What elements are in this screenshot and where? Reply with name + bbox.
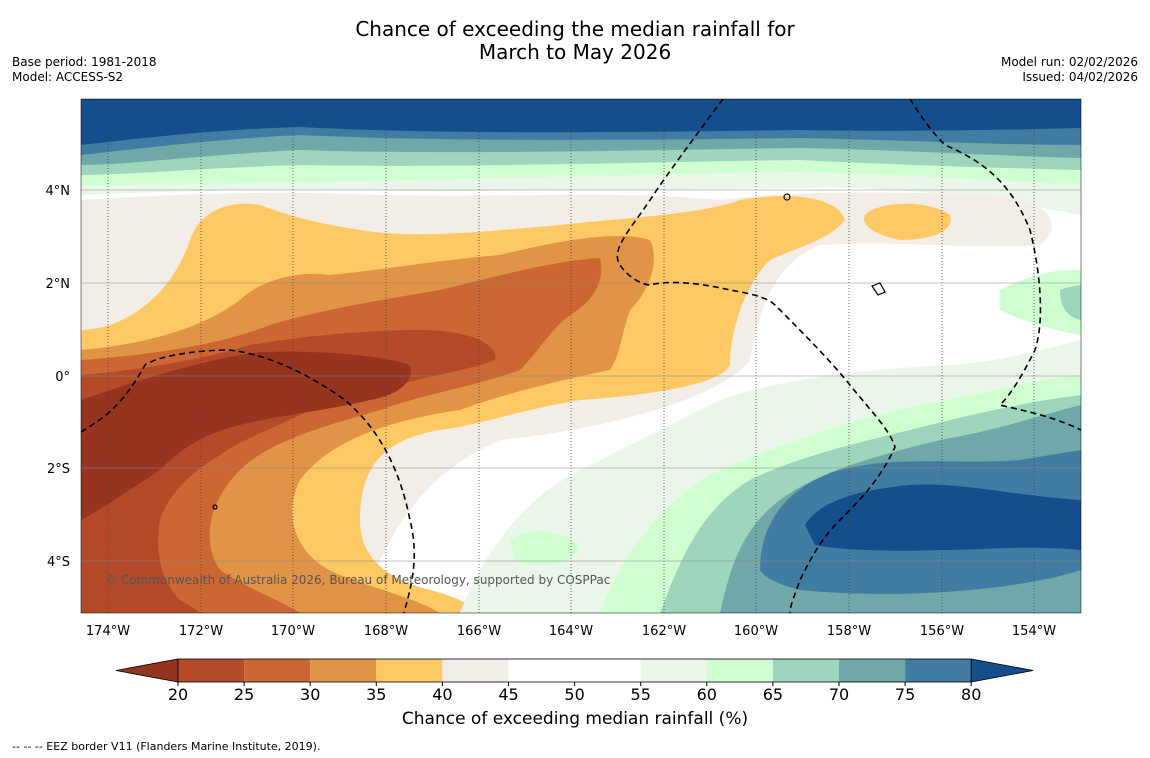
title-line-2: March to May 2026 (478, 40, 672, 64)
zone-east-65 (1060, 285, 1081, 320)
colorbar-swatch (442, 659, 509, 682)
colorbar-tick-label: 50 (564, 685, 584, 700)
colorbar-tick-label: 60 (697, 685, 717, 700)
lon-label: 158°W (827, 624, 871, 639)
lon-label: 166°W (457, 624, 501, 639)
islands (212, 193, 886, 510)
lon-label: 164°W (549, 624, 593, 639)
eez-border-east (909, 99, 1081, 431)
colorbar-label: Chance of exceeding median rainfall (%) (401, 709, 749, 729)
chart-title: Chance of exceeding the median rainfall … (0, 18, 1150, 64)
lat-labels: 4°N 2°N 0° 2°S 4°S (46, 184, 71, 570)
colorbar-tick-label: 40 (432, 685, 452, 700)
colorbar-swatch (905, 659, 972, 682)
model-text: Model: ACCESS-S2 (12, 70, 124, 84)
colorbar-extend-low (115, 658, 179, 683)
colorbar-swatch (574, 659, 641, 682)
colorbar-swatch (772, 659, 839, 682)
colorbar-tick-label: 80 (961, 685, 981, 700)
lon-label: 160°W (734, 624, 778, 639)
colorbar-tick-label: 65 (763, 685, 783, 700)
colorbar-swatch (310, 659, 377, 682)
zone-south-80 (805, 484, 1081, 551)
eez-border-north (616, 99, 896, 613)
lon-label: 154°W (1012, 624, 1056, 639)
lon-label: 162°W (642, 624, 686, 639)
colorbar: 20 25 30 35 40 45 50 55 60 65 70 75 80 (115, 658, 1034, 700)
colorbar-tick-label: 35 (366, 685, 386, 700)
lon-label: 156°W (920, 624, 964, 639)
lon-label: 168°W (364, 624, 408, 639)
colorbar-tick-label: 20 (168, 685, 188, 700)
base-period-text: Base period: 1981-2018 (12, 55, 157, 69)
meta-right: Model run: 02/02/2026 Issued: 04/02/2026 (1001, 55, 1138, 85)
colorbar-swatch (706, 659, 773, 682)
title-line-1: Chance of exceeding the median rainfall … (355, 17, 795, 41)
eez-border-west (81, 349, 416, 613)
copyright-text: © Commonwealth of Australia 2026, Bureau… (105, 573, 610, 587)
issued-text: Issued: 04/02/2026 (1022, 70, 1138, 84)
colorbar-swatch (376, 659, 443, 682)
eez-borders (81, 99, 1081, 613)
map-field (81, 99, 1081, 613)
island-3 (212, 504, 218, 510)
eez-footnote: -- -- -- EEZ border V11 (Flanders Marine… (12, 740, 321, 753)
colorbar-tick-label: 25 (234, 685, 254, 700)
lat-label: 0° (55, 370, 70, 385)
lat-label: 4°N (46, 184, 71, 199)
colorbar-swatch (508, 659, 575, 682)
lon-label: 170°W (271, 624, 315, 639)
lon-label: 174°W (86, 624, 130, 639)
colorbar-swatch (839, 659, 906, 682)
lat-label: 2°S (47, 462, 70, 477)
lat-label: 4°S (47, 555, 70, 570)
colorbar-tick-label: 70 (829, 685, 849, 700)
island-1 (783, 193, 791, 201)
colorbar-swatch (244, 659, 311, 682)
colorbar-tick-label: 55 (631, 685, 651, 700)
rainfall-map: 174°W 172°W 170°W 168°W 166°W 164°W 162°… (46, 98, 1082, 700)
model-run-text: Model run: 02/02/2026 (1000, 55, 1138, 69)
colorbar-swatch (640, 659, 707, 682)
zone-35-east (864, 203, 951, 240)
meta-left: Base period: 1981-2018 Model: ACCESS-S2 (12, 55, 157, 85)
colorbar-swatch (178, 659, 245, 682)
band-north-80 (81, 99, 1081, 145)
colorbar-tick-label: 75 (895, 685, 915, 700)
lat-label: 2°N (46, 277, 71, 292)
lon-labels: 174°W 172°W 170°W 168°W 166°W 164°W 162°… (86, 624, 1056, 639)
zone-patch-60 (510, 530, 580, 565)
island-2 (871, 282, 886, 296)
zone-15 (81, 351, 411, 520)
lon-label: 172°W (179, 624, 223, 639)
colorbar-extend-high (970, 658, 1034, 683)
colorbar-tick-label: 30 (300, 685, 320, 700)
colorbar-tick-label: 45 (498, 685, 518, 700)
map-frame (80, 98, 1082, 614)
parallels (81, 189, 1081, 562)
